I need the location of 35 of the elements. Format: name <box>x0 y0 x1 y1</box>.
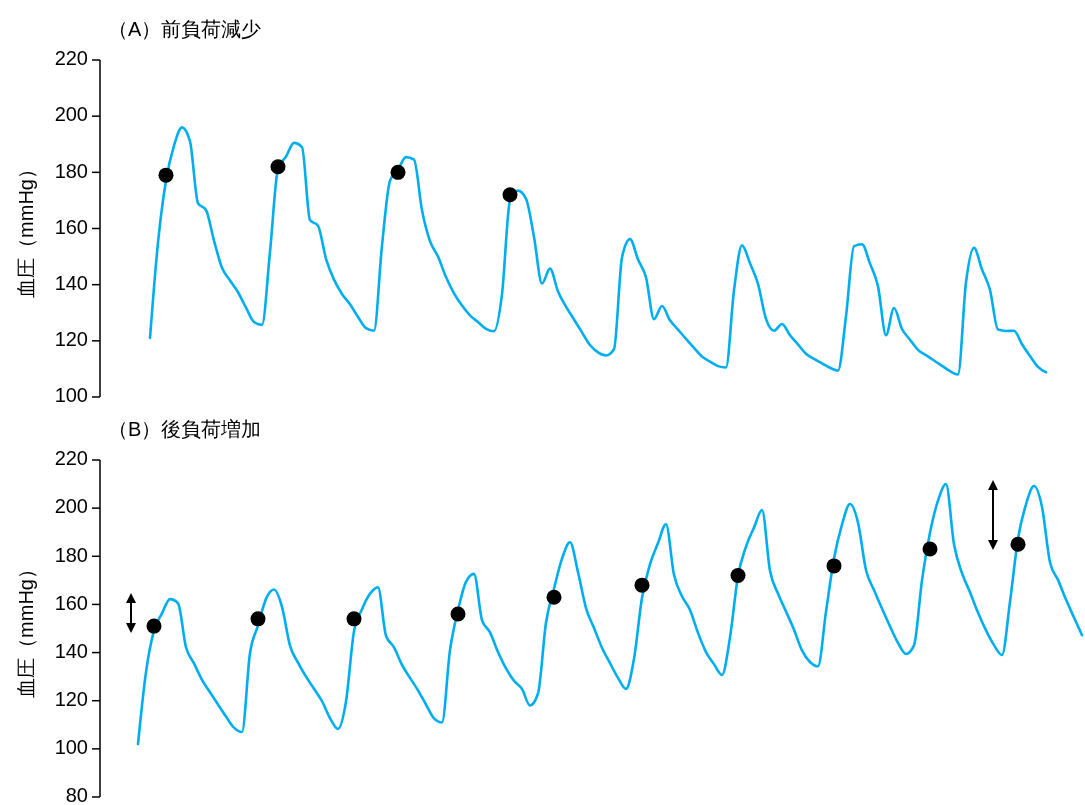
point <box>450 606 466 622</box>
point <box>270 159 286 175</box>
chart-title: （B）後負荷増加 <box>108 418 262 440</box>
point <box>250 611 266 627</box>
y-tick-label: 100 <box>54 736 88 759</box>
point <box>1010 536 1026 552</box>
y-tick-label: 180 <box>54 159 88 182</box>
y-tick-label: 140 <box>54 639 88 662</box>
line-series <box>148 126 1048 376</box>
y-tick-label: 220 <box>54 47 88 70</box>
line-series <box>136 482 1084 746</box>
y-tick-label: 200 <box>54 495 88 518</box>
point <box>158 167 174 183</box>
y-tick-label: 120 <box>54 328 88 351</box>
y-tick-label: 160 <box>54 591 88 614</box>
y-axis-title: 血圧（mmHg） <box>15 159 38 298</box>
y-axis-title: 血圧（mmHg） <box>15 559 38 698</box>
point <box>146 618 162 634</box>
point <box>390 164 406 180</box>
point <box>546 589 562 605</box>
y-tick-label: 220 <box>54 447 88 470</box>
point <box>826 558 842 574</box>
y-tick-label: 140 <box>54 271 88 294</box>
point <box>634 577 650 593</box>
y-tick-label: 180 <box>54 543 88 566</box>
point <box>502 187 518 203</box>
point <box>922 541 938 557</box>
y-tick-label: 80 <box>65 784 88 805</box>
point <box>346 611 362 627</box>
y-tick-label: 200 <box>54 103 88 126</box>
chart-title: （A）前負荷減少 <box>108 18 262 40</box>
y-tick-label: 160 <box>54 215 88 238</box>
point <box>730 568 746 584</box>
y-tick-label: 100 <box>54 384 88 407</box>
y-tick-label: 120 <box>54 688 88 710</box>
